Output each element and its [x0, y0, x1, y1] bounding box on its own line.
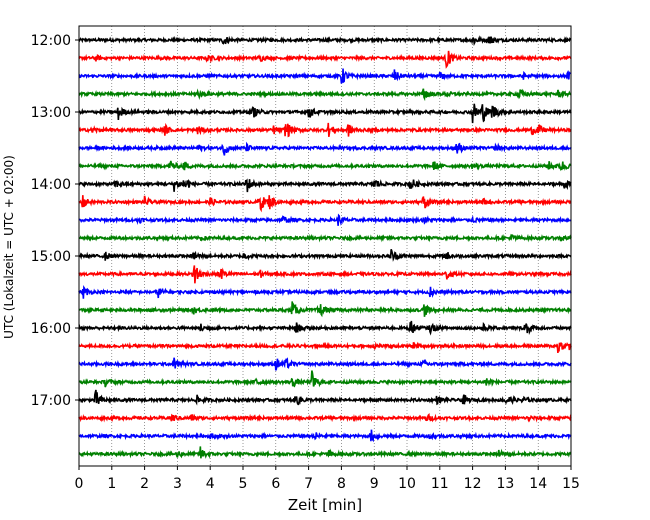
seismic-trace-1700 — [78, 389, 572, 406]
y-tick-label: 15:00 — [31, 249, 71, 265]
y-tick-label: 16:00 — [31, 321, 71, 337]
x-tick-label: 13 — [496, 476, 514, 492]
x-tick-label: 1 — [107, 476, 116, 492]
seismic-trace-1530 — [78, 284, 572, 299]
x-axis-ticks: 0 1 2 3 4 5 6 7 8 9 10 11 12 13 14 15 — [75, 466, 580, 492]
y-tick-label: 14:00 — [31, 177, 71, 193]
x-tick-label: 12 — [464, 476, 482, 492]
seismic-trace-1315 — [78, 122, 572, 138]
plot-frame — [78, 25, 572, 467]
seismic-trace-1715 — [78, 413, 572, 423]
seismic-trace-1445 — [78, 233, 572, 243]
seismic-trace-1430 — [78, 213, 572, 226]
seismic-trace-1330 — [78, 141, 572, 156]
y-axis-label: UTC (Lokalzeit = UTC + 02:00) — [2, 155, 16, 339]
x-tick-label: 11 — [431, 476, 449, 492]
seismic-trace-1400 — [78, 178, 572, 193]
y-tick-label: 12:00 — [31, 33, 71, 49]
seismic-trace-1515 — [78, 265, 572, 284]
x-tick-label: 10 — [398, 476, 416, 492]
x-tick-label: 5 — [239, 476, 248, 492]
x-tick-label: 6 — [271, 476, 280, 492]
x-tick-label: 4 — [206, 476, 215, 492]
x-tick-label: 14 — [529, 476, 547, 492]
y-tick-label: 17:00 — [31, 393, 71, 409]
seismic-traces — [78, 35, 572, 459]
x-axis-label: Zeit [min] — [288, 496, 362, 514]
x-tick-label: 7 — [304, 476, 313, 492]
x-tick-label: 3 — [173, 476, 182, 492]
seismic-trace-1645 — [78, 370, 572, 388]
x-tick-label: 0 — [75, 476, 84, 492]
seismic-trace-1230 — [78, 68, 572, 84]
y-tick-label: 13:00 — [31, 105, 71, 121]
x-tick-label: 9 — [370, 476, 379, 492]
seismic-trace-1300 — [78, 103, 572, 124]
x-tick-label: 15 — [562, 476, 580, 492]
seismic-trace-1615 — [78, 341, 572, 353]
seismic-trace-1345 — [78, 160, 572, 172]
seismic-trace-1630 — [78, 357, 572, 371]
seismic-trace-1730 — [78, 429, 572, 443]
seismic-trace-1500 — [78, 248, 572, 262]
x-tick-label: 8 — [337, 476, 346, 492]
seismic-trace-1245 — [78, 88, 572, 102]
seismic-trace-1215 — [78, 50, 572, 69]
seismic-trace-1745 — [78, 446, 572, 459]
seismic-trace-1600 — [78, 320, 572, 336]
y-axis-ticks: 12:00 13:00 14:00 15:00 16:00 17:00 — [31, 33, 79, 409]
seismic-trace-1415 — [78, 195, 572, 213]
x-tick-label: 2 — [140, 476, 149, 492]
seismic-trace-1545 — [78, 301, 572, 318]
seismic-trace-1200 — [78, 35, 572, 47]
